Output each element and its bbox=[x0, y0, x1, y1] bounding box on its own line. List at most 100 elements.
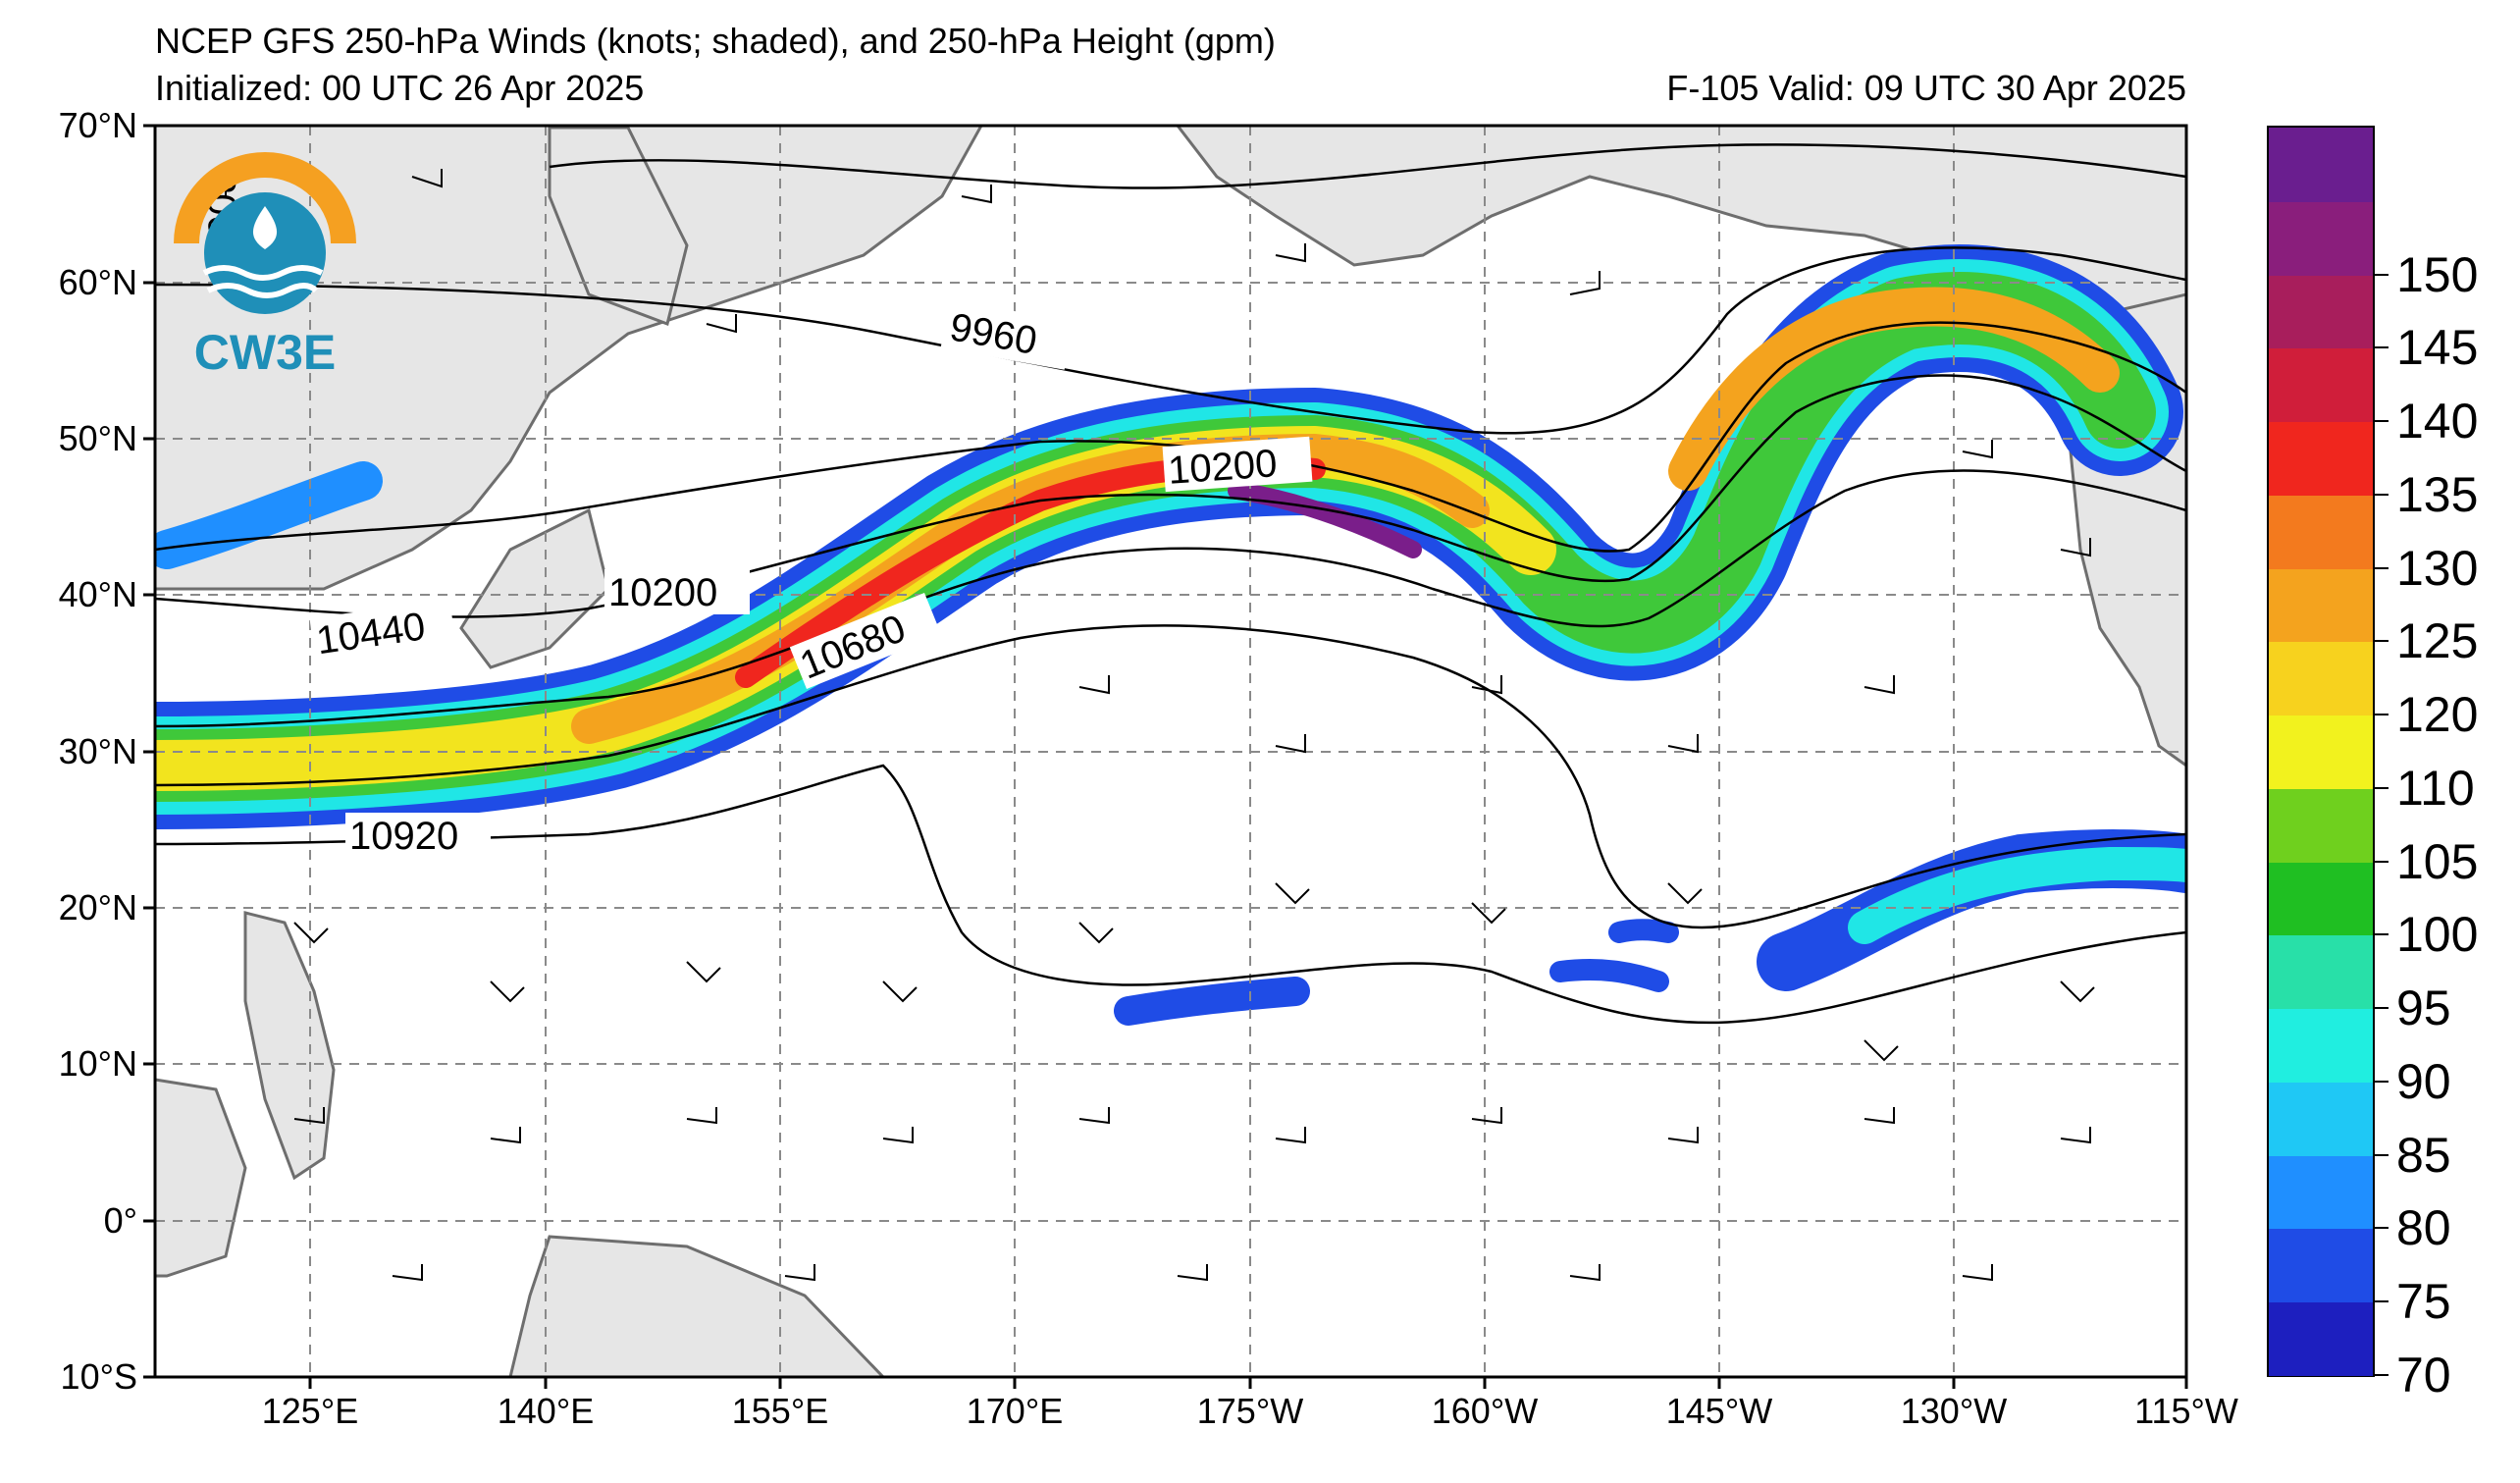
wind-barb bbox=[1275, 1127, 1306, 1144]
contour-label-10200-west: 10200 bbox=[608, 571, 717, 614]
lon-label: 155°E bbox=[731, 1391, 829, 1431]
colorbar-tick bbox=[2375, 346, 2389, 349]
wind-barb bbox=[961, 185, 992, 204]
wind-barb bbox=[1864, 1107, 1895, 1125]
colorbar-label: 120 bbox=[2396, 687, 2479, 743]
wind-barb bbox=[1471, 1107, 1502, 1125]
colorbar-tick bbox=[2375, 860, 2389, 863]
colorbar-tick bbox=[2375, 933, 2389, 936]
wind-barb bbox=[1177, 1264, 1208, 1282]
colorbar-segment bbox=[2269, 1081, 2373, 1156]
wind-barb bbox=[490, 1127, 521, 1144]
colorbar-segment bbox=[2269, 1154, 2373, 1230]
contour-line bbox=[155, 764, 2186, 1025]
colorbar-label: 110 bbox=[2396, 760, 2475, 816]
colorbar-label: 135 bbox=[2396, 466, 2479, 522]
colorbar-label: 125 bbox=[2396, 613, 2479, 669]
contour-label-10440: 10440 bbox=[314, 605, 428, 662]
colorbar-segment bbox=[2269, 641, 2373, 716]
colorbar-tick bbox=[2375, 1080, 2389, 1083]
colorbar-segment bbox=[2269, 934, 2373, 1010]
contour-label-10200-east: 10200 bbox=[1167, 442, 1279, 493]
colorbar-label: 100 bbox=[2396, 907, 2479, 963]
colorbar-tick bbox=[2375, 786, 2389, 789]
wind-barb bbox=[2060, 980, 2095, 1003]
wind-barb bbox=[1962, 1264, 1993, 1282]
wind-barb bbox=[706, 314, 737, 334]
colorbar-label: 80 bbox=[2396, 1200, 2451, 1256]
colorbar-tick bbox=[2375, 1374, 2389, 1376]
colorbar-tick bbox=[2375, 1007, 2389, 1010]
colorbar-tick bbox=[2375, 1300, 2389, 1303]
land-borneo bbox=[155, 1078, 247, 1278]
colorbar-label: 150 bbox=[2396, 246, 2479, 302]
jet-alaska-yellow bbox=[1668, 287, 2120, 491]
height-contours bbox=[155, 143, 2186, 1025]
colorbar-segment bbox=[2269, 494, 2373, 569]
contour-labels: 9960 10200 10200 10440 10680 10920 1008 bbox=[201, 172, 1313, 858]
colorbar-label: 90 bbox=[2396, 1053, 2451, 1109]
wind-barb bbox=[1078, 922, 1114, 944]
wind-barb bbox=[411, 169, 443, 188]
colorbar-segment bbox=[2269, 421, 2373, 496]
cw3e-logo: CW3E bbox=[174, 152, 356, 380]
colorbar-segment bbox=[2269, 787, 2373, 863]
wind-barb bbox=[293, 922, 329, 944]
initialized-time: Initialized: 00 UTC 26 Apr 2025 bbox=[155, 68, 645, 108]
land-kamchatka bbox=[548, 126, 689, 326]
wind-barb bbox=[1667, 734, 1699, 754]
wind-barb bbox=[1667, 1127, 1699, 1144]
wind-barb bbox=[392, 1264, 423, 1282]
jet-core-purple bbox=[1228, 482, 1422, 558]
lon-label: 175°W bbox=[1196, 1391, 1304, 1431]
colorbar-tick bbox=[2375, 1227, 2389, 1230]
lon-label: 160°W bbox=[1431, 1391, 1539, 1431]
wind-barb bbox=[686, 961, 721, 983]
wind-barb bbox=[2060, 1127, 2091, 1144]
lat-label: 20°N bbox=[58, 887, 137, 927]
lat-label: 10°S bbox=[60, 1356, 137, 1397]
wind-barbs bbox=[196, 169, 2095, 1282]
colorbar-tick bbox=[2375, 1153, 2389, 1156]
colorbar-tick bbox=[2375, 640, 2389, 643]
wind-barb bbox=[1864, 675, 1895, 695]
wind-barb bbox=[1962, 440, 1993, 459]
wind-barb bbox=[1275, 734, 1306, 754]
logo-text: CW3E bbox=[194, 325, 336, 380]
colorbar-segment bbox=[2269, 567, 2373, 643]
logo-drop-icon bbox=[252, 206, 278, 249]
wind-barb bbox=[686, 1107, 717, 1125]
map-content: 9960 10200 10200 10440 10680 10920 1008 bbox=[155, 126, 2186, 1377]
jet-tropical-east-mid bbox=[1848, 847, 2186, 944]
lon-label: 170°E bbox=[966, 1391, 1064, 1431]
colorbar-segment bbox=[2269, 861, 2373, 936]
jet-northwest bbox=[155, 461, 383, 569]
wind-barb bbox=[1569, 1264, 1601, 1282]
colorbar bbox=[2267, 126, 2375, 1377]
colorbar-label: 75 bbox=[2396, 1274, 2451, 1330]
lon-label: 125°E bbox=[261, 1391, 359, 1431]
jet-blob-1 bbox=[1114, 977, 1310, 1026]
logo-wave bbox=[202, 265, 324, 281]
logo-orange-arc bbox=[174, 152, 356, 244]
colorbar-tick bbox=[2375, 714, 2389, 716]
colorbar-segment bbox=[2269, 347, 2373, 423]
wind-barb bbox=[1078, 675, 1110, 695]
lat-label: 40°N bbox=[58, 574, 137, 614]
wind-barb bbox=[882, 1127, 914, 1144]
wind-barb bbox=[1471, 675, 1502, 695]
colorbar-segment bbox=[2269, 128, 2373, 202]
colorbar-tick bbox=[2375, 273, 2389, 276]
colorbar-label: 130 bbox=[2396, 540, 2479, 596]
wind-barb bbox=[1667, 882, 1703, 905]
colorbar-label: 85 bbox=[2396, 1127, 2451, 1183]
wind-barb bbox=[1569, 271, 1601, 295]
wind-barb bbox=[1275, 243, 1306, 263]
lat-label: 30°N bbox=[58, 731, 137, 771]
contour-line bbox=[155, 624, 2186, 929]
wind-barb bbox=[1471, 902, 1506, 925]
wind-barb bbox=[490, 980, 525, 1003]
contour-label-10920: 10920 bbox=[349, 815, 458, 858]
colorbar-label: 145 bbox=[2396, 320, 2479, 376]
